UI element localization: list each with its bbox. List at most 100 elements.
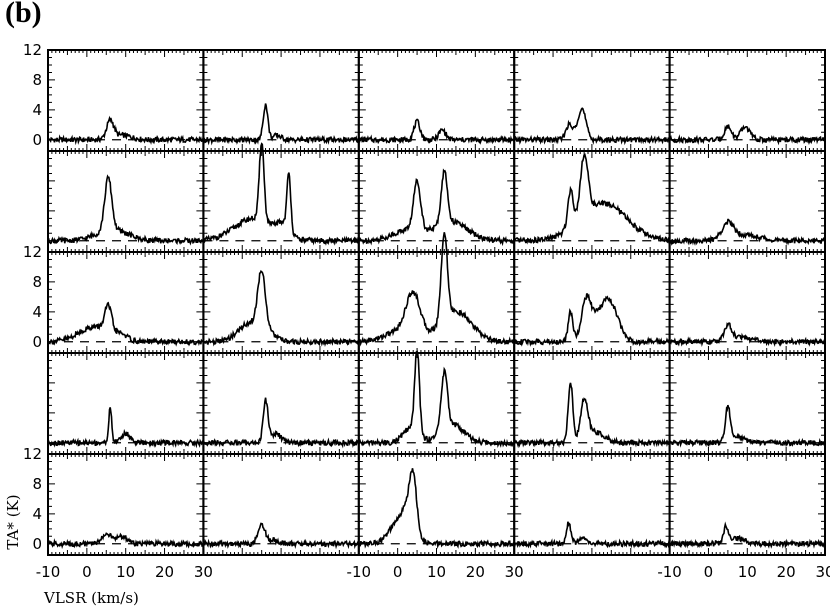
- spectrum-panel: [513, 150, 671, 253]
- panel-ticks: [513, 150, 671, 252]
- y-tick-label: 8: [32, 71, 42, 89]
- spectrum-panel: [202, 142, 360, 253]
- panel-ticks: [669, 150, 826, 252]
- spectrum-line: [513, 153, 671, 245]
- y-tick-label: 4: [32, 101, 42, 119]
- spectrum-line: [668, 218, 826, 246]
- spectrum-panel: [357, 150, 516, 253]
- spectrum-line: [669, 521, 826, 549]
- spectrum-panel: [47, 49, 205, 152]
- spectrum-panel: [357, 453, 516, 556]
- y-tick-label: 0: [32, 333, 42, 351]
- spectrum-line: [202, 397, 360, 449]
- spectrum-line: [513, 107, 671, 146]
- x-tick-label: -10: [657, 563, 682, 581]
- spectrum-line: [47, 115, 205, 146]
- x-tick-label: -10: [36, 563, 61, 581]
- panel-ticks: [202, 251, 360, 353]
- x-tick-label: 0: [82, 563, 92, 581]
- panel-ticks: [202, 150, 360, 252]
- panel-ticks: [669, 352, 826, 454]
- x-tick-label: 10: [738, 563, 757, 581]
- x-tick-label: 0: [393, 563, 403, 581]
- spectrum-panel: [202, 251, 360, 354]
- spectrum-line: [358, 468, 515, 550]
- spectrum-line: [47, 174, 205, 246]
- y-tick-label: 0: [32, 535, 42, 553]
- spectrum-line: [513, 382, 671, 449]
- spectrum-panel: [202, 352, 360, 455]
- panel-ticks: [358, 251, 515, 353]
- spectrum-line: [358, 168, 515, 247]
- spectrum-panel: [513, 453, 671, 556]
- spectrum-panel: [668, 49, 826, 152]
- spectrum-panel: [668, 150, 826, 253]
- figure-panel-label: (b): [5, 0, 42, 29]
- panel-frame: [668, 453, 826, 556]
- spectrum-line: [203, 522, 360, 550]
- spectrum-line: [202, 269, 360, 347]
- spectrum-line: [668, 124, 826, 146]
- spectrum-line: [47, 301, 205, 347]
- spectrum-line: [202, 142, 360, 246]
- spectrum-panel: [668, 453, 826, 556]
- panels-layer: [47, 49, 826, 556]
- panel-ticks: [47, 453, 204, 555]
- spectrum-panel: [202, 49, 360, 152]
- x-tick-label: -10: [347, 563, 372, 581]
- panel-frame: [513, 352, 671, 455]
- spectrum-panel: [357, 49, 516, 152]
- spectrum-panel: [513, 352, 671, 455]
- panel-ticks: [513, 453, 671, 555]
- spectrum-line: [47, 407, 205, 449]
- x-tick-label: 20: [155, 563, 174, 581]
- panel-ticks: [669, 453, 826, 555]
- spectrum-line: [358, 350, 515, 448]
- panel-frame: [668, 49, 826, 152]
- panel-ticks: [47, 352, 204, 454]
- spectrum-line: [668, 322, 826, 347]
- x-tick-label: 20: [777, 563, 796, 581]
- y-tick-label: 4: [32, 505, 42, 523]
- y-tick-label: 8: [32, 273, 42, 291]
- y-tick-label: 12: [23, 445, 42, 463]
- panel-ticks: [358, 453, 515, 555]
- spectrum-panel: [47, 251, 205, 354]
- panel-ticks: [47, 251, 204, 353]
- spectrum-panel: [668, 352, 826, 455]
- spectrum-line: [47, 532, 205, 550]
- y-tick-label: 12: [23, 41, 42, 59]
- spectrum-line: [668, 404, 826, 448]
- x-axis-title: VLSR (km/s): [43, 589, 139, 607]
- y-axis-title: TA* (K): [4, 494, 22, 549]
- x-tick-label: 30: [505, 563, 524, 581]
- panel-ticks: [669, 49, 826, 151]
- spectrum-line: [358, 232, 515, 347]
- y-tick-label: 8: [32, 475, 42, 493]
- spectrum-line: [513, 521, 671, 549]
- spectrum-panel: [47, 352, 205, 455]
- panel-ticks: [47, 49, 204, 151]
- panel-ticks: [358, 352, 515, 454]
- spectrum-panel: [47, 453, 205, 556]
- panel-ticks: [513, 251, 671, 353]
- x-tick-label: 0: [704, 563, 714, 581]
- panel-ticks: [669, 251, 826, 353]
- panel-ticks: [202, 352, 360, 454]
- spectrum-panel: [513, 251, 671, 354]
- x-tick-label: 10: [427, 563, 446, 581]
- panel-ticks: [358, 49, 515, 151]
- panel-ticks: [513, 352, 671, 454]
- labels-layer: 0 4 8 12 0 4 8 12 0 4 8 12 -10 0 10 20 30 -10 0 10 20 30 -10 0 1…: [23, 41, 830, 581]
- x-tick-label: 10: [116, 563, 135, 581]
- panel-frame: [47, 150, 205, 253]
- panel-ticks: [47, 150, 204, 252]
- spectrum-line: [202, 103, 360, 146]
- spectrum-panel: [47, 150, 205, 253]
- panel-ticks: [202, 49, 360, 151]
- spectrum-panel: [202, 453, 360, 556]
- panel-ticks: [202, 453, 360, 555]
- panel-frame: [202, 453, 360, 556]
- spectrum-line: [513, 293, 671, 347]
